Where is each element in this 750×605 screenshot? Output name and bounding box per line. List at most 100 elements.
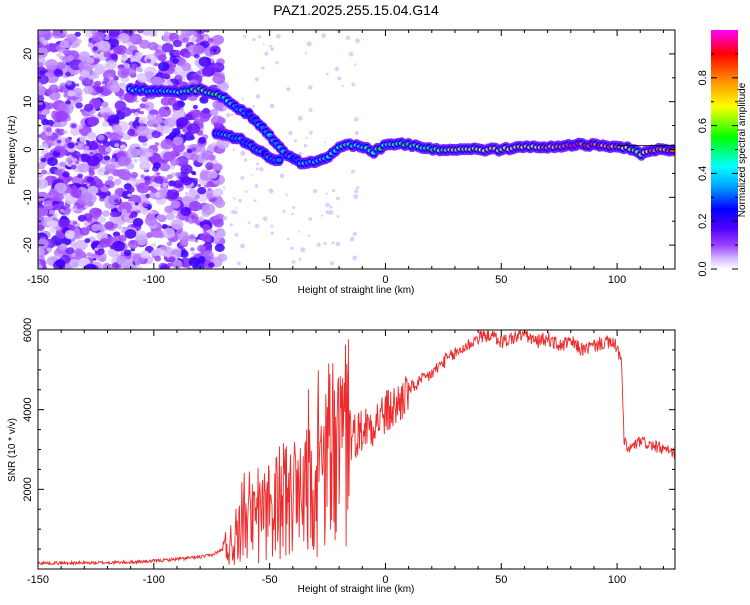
noise-speckle: [154, 142, 160, 147]
noise-speckle: [121, 208, 128, 214]
noise-speckle: [184, 52, 191, 59]
noise-speckle: [46, 247, 52, 252]
noise-speckle: [59, 243, 68, 251]
noise-speckle: [80, 153, 91, 163]
noise-speckle: [59, 161, 66, 167]
noise-speckle: [134, 52, 143, 59]
noise-speckle: [81, 192, 93, 203]
noise-speckle: [41, 119, 50, 126]
noise-speckle: [291, 260, 296, 264]
noise-speckle: [105, 146, 112, 153]
noise-speckle: [112, 240, 126, 252]
noise-speckle: [104, 114, 109, 119]
x-tick-label: 0: [382, 274, 388, 286]
noise-speckle: [70, 127, 81, 136]
noise-speckle: [109, 84, 121, 93]
noise-speckle: [86, 252, 92, 257]
noise-speckle: [98, 192, 107, 199]
noise-speckle: [291, 212, 294, 216]
noise-speckle: [355, 38, 360, 44]
noise-speckle: [92, 46, 99, 51]
noise-speckle: [54, 168, 63, 176]
noise-speckle: [328, 210, 334, 215]
noise-speckle: [67, 90, 75, 97]
noise-speckle: [69, 258, 81, 268]
noise-speckle: [110, 157, 116, 163]
noise-speckle: [198, 136, 207, 144]
noise-speckle: [104, 60, 117, 70]
noise-speckle: [242, 34, 246, 38]
noise-speckle: [259, 167, 264, 172]
noise-speckle: [162, 182, 168, 188]
noise-speckle: [152, 116, 162, 125]
noise-speckle: [136, 209, 141, 214]
noise-speckle: [193, 53, 200, 59]
noise-speckle: [261, 66, 265, 70]
noise-speckle: [113, 178, 122, 186]
noise-speckle: [172, 103, 182, 111]
noise-speckle: [305, 136, 308, 139]
noise-speckle: [282, 209, 286, 213]
noise-speckle: [325, 210, 330, 215]
noise-speckle: [161, 224, 168, 230]
colorbar-ticks: 0.0 0.2 0.4 0.6 0.8: [697, 53, 738, 277]
noise-speckle: [84, 213, 92, 219]
noise-speckle: [160, 97, 172, 106]
noise-speckle: [325, 202, 330, 208]
noise-speckle: [348, 51, 354, 57]
noise-speckle: [141, 202, 148, 208]
y-tick-label: 4000: [22, 397, 34, 421]
y-tick-label: 6000: [22, 318, 34, 342]
noise-speckle: [94, 247, 99, 251]
noise-speckle: [256, 162, 260, 166]
noise-speckle: [98, 40, 111, 52]
noise-speckle: [331, 241, 335, 245]
noise-speckle: [308, 217, 313, 221]
noise-speckle: [166, 241, 173, 246]
noise-speckle: [308, 85, 313, 90]
noise-speckle: [354, 117, 359, 122]
noise-speckle: [197, 184, 201, 187]
y-tick-label: 0: [22, 146, 34, 152]
y-tick-label: -10: [22, 189, 34, 205]
noise-speckle: [139, 122, 145, 127]
noise-speckle: [199, 113, 210, 123]
noise-speckle: [58, 254, 62, 258]
noise-speckle: [64, 207, 72, 214]
noise-speckle: [198, 256, 206, 263]
noise-speckle: [351, 82, 356, 87]
noise-speckle: [192, 104, 198, 110]
x-tick-label: 100: [608, 574, 626, 586]
noise-speckle: [70, 187, 82, 198]
noise-speckle: [270, 231, 274, 235]
noise-speckle: [222, 215, 228, 221]
noise-speckle: [95, 86, 104, 94]
colorbar-tick-label: 0.4: [697, 166, 709, 181]
noise-speckle: [190, 153, 199, 161]
noise-speckle: [117, 68, 130, 79]
noise-speckle: [190, 214, 196, 219]
noise-speckle: [308, 108, 313, 112]
noise-speckle: [56, 149, 61, 153]
noise-speckle: [316, 242, 321, 247]
noise-speckle: [70, 241, 79, 249]
noise-speckle: [269, 44, 272, 48]
noise-speckle: [56, 139, 62, 144]
noise-speckle: [201, 66, 215, 77]
noise-speckle: [298, 230, 301, 233]
noise-speckle: [245, 190, 248, 193]
noise-speckle: [117, 155, 131, 167]
noise-speckle: [83, 103, 94, 112]
noise-speckle: [240, 176, 245, 180]
noise-speckle: [92, 257, 97, 261]
colorbar: 0.0 0.2 0.4 0.6 0.8 Normalized spectral ampl…: [697, 30, 748, 277]
noise-speckle: [87, 185, 99, 195]
noise-speckle: [47, 157, 58, 167]
noise-speckle: [103, 155, 111, 161]
noise-speckle: [172, 66, 184, 75]
noise-speckle: [255, 94, 261, 99]
noise-speckle: [149, 210, 153, 214]
noise-speckle: [78, 61, 88, 70]
noise-speckle: [217, 117, 226, 125]
